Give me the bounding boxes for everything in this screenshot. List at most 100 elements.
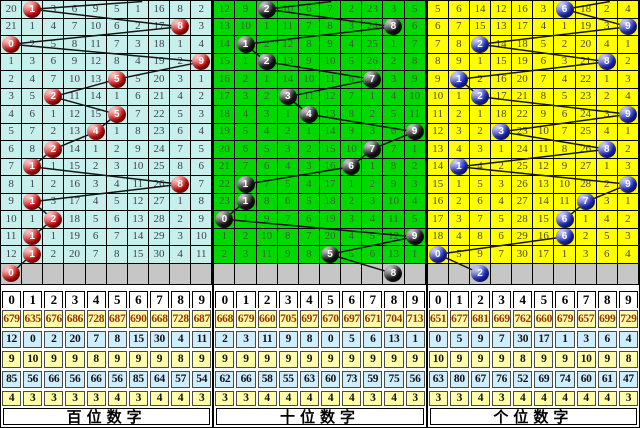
drawn-ball-cell: 8 (596, 141, 618, 159)
drawn-ball: 4 (299, 106, 318, 123)
miss-cell: 26 (148, 176, 171, 194)
miss-cell: 14 (427, 158, 449, 176)
miss-cell: 1 (214, 228, 236, 246)
stat-cell: 56 (405, 370, 425, 388)
miss-cell: 7 (85, 246, 107, 264)
miss-cell: 8 (554, 141, 576, 159)
drawn-ball: 7 (576, 193, 595, 211)
miss-cell: 19 (575, 18, 597, 36)
miss-cell: 10 (277, 1, 299, 19)
drawn-ball: 9 (618, 106, 637, 123)
drawn-ball: 3 (492, 123, 511, 141)
miss-cell: 1 (448, 176, 470, 194)
pending-row-cell (214, 263, 236, 285)
miss-cell: 3 (554, 53, 576, 71)
miss-cell: 15 (214, 53, 236, 71)
miss-cell: 8 (298, 246, 320, 264)
stat-cell: 3 (192, 390, 212, 406)
drawn-ball: 0 (428, 246, 447, 263)
miss-cell: 15 (427, 176, 449, 194)
miss-cell: 23 (362, 1, 384, 19)
miss-cell: 2 (170, 53, 192, 71)
drawn-ball-cell: 1 (235, 193, 257, 211)
miss-cell: 18 (491, 106, 513, 124)
stat-cell: 3 (44, 390, 64, 406)
stat-cell: 660 (534, 309, 554, 328)
miss-cell: 14 (127, 228, 149, 246)
miss-cell: 2 (554, 36, 576, 54)
miss-cell: 9 (554, 158, 576, 176)
miss-cell: 16 (427, 193, 449, 211)
stat-cell: 6 (363, 330, 383, 348)
stat-cell: 75 (384, 370, 404, 388)
miss-cell: 6 (106, 211, 128, 229)
pending-row-cell (85, 263, 107, 285)
stat-cell: 762 (513, 309, 533, 328)
stat-cell: 9 (449, 350, 469, 368)
miss-cell: 8 (404, 53, 426, 71)
miss-cell: 4 (383, 88, 405, 106)
stat-cell: 657 (576, 309, 596, 328)
column-header-0: 0 (2, 290, 22, 309)
pending-row-cell (491, 263, 513, 285)
drawn-ball: 1 (236, 36, 255, 53)
miss-cell: 1 (404, 246, 426, 264)
pending-row-cell (362, 263, 384, 285)
miss-cell: 2 (1, 71, 23, 89)
miss-cell: 20 (319, 228, 342, 246)
miss-cell: 12 (277, 36, 299, 54)
miss-cell: 3 (298, 158, 320, 176)
pending-row-cell (148, 263, 171, 285)
miss-cell: 1 (362, 158, 384, 176)
stat-cell: 5 (342, 330, 362, 348)
miss-cell: 2 (43, 176, 65, 194)
miss-cell: 1 (491, 141, 513, 159)
stat-cell: 9 (492, 350, 512, 368)
miss-cell: 8 (469, 228, 492, 246)
miss-cell: 22 (214, 176, 236, 194)
miss-cell: 2 (617, 141, 639, 159)
pending-ball: 2 (470, 265, 489, 282)
miss-cell: 4 (491, 193, 513, 211)
miss-cell: 8 (22, 141, 44, 159)
drawn-ball-cell: 9 (191, 53, 213, 71)
miss-cell: 1 (362, 88, 384, 106)
miss-cell: 3 (1, 88, 23, 106)
miss-cell: 12 (1, 246, 23, 264)
stat-cell: 681 (470, 309, 491, 328)
stat-cell: 66 (236, 370, 256, 388)
miss-cell: 7 (298, 228, 320, 246)
miss-cell: 22 (148, 106, 171, 124)
miss-cell: 24 (148, 141, 171, 159)
column-header-7: 7 (363, 290, 383, 309)
drawn-ball: 3 (278, 88, 297, 106)
miss-cell: 26 (362, 53, 384, 71)
pending-row-cell: 8 (383, 263, 405, 285)
miss-cell: 25 (148, 158, 171, 176)
stat-cell: 17 (534, 330, 554, 348)
stat-cell: 7 (86, 330, 106, 348)
miss-cell: 3 (404, 176, 426, 194)
miss-cell: 3 (491, 176, 513, 194)
miss-cell: 6 (362, 246, 384, 264)
drawn-ball: 6 (555, 1, 574, 18)
pending-row-cell (617, 263, 639, 285)
stat-cell: 56 (23, 370, 43, 388)
stat-cell: 9 (470, 350, 491, 368)
miss-cell: 1 (554, 246, 576, 264)
miss-cell: 21 (1, 18, 23, 36)
miss-cell: 23 (148, 123, 171, 141)
miss-cell: 2 (191, 1, 213, 19)
stat-cell: 66 (44, 370, 64, 388)
miss-cell: 4 (596, 211, 618, 229)
miss-cell: 8 (277, 228, 299, 246)
miss-cell: 24 (512, 141, 534, 159)
column-header-1: 1 (23, 290, 43, 309)
miss-cell: 6 (106, 18, 128, 36)
miss-cell: 18 (427, 228, 449, 246)
miss-cell: 2 (43, 246, 65, 264)
drawn-ball-cell: 0 (1, 36, 23, 54)
miss-cell: 21 (575, 53, 597, 71)
miss-cell: 2 (617, 211, 639, 229)
stat-cell: 728 (171, 309, 191, 328)
